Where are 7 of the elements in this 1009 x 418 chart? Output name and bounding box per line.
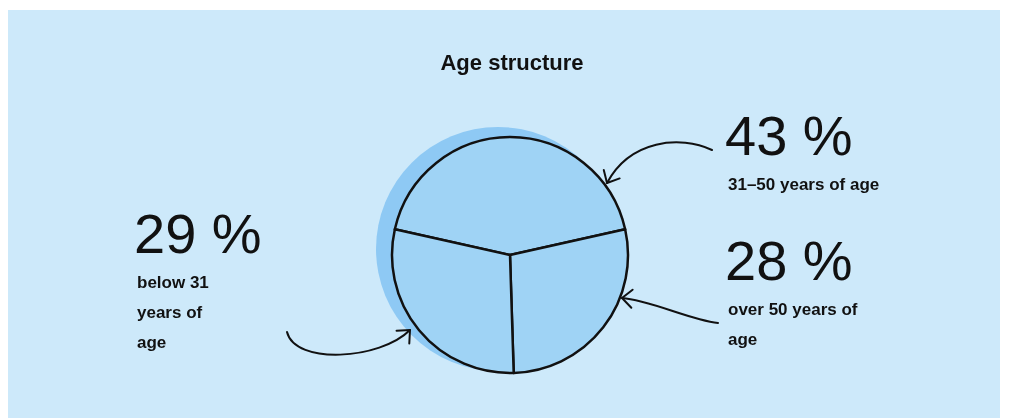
slice-label: below 31 years of age [137, 273, 209, 352]
slice-label: over 50 years of age [728, 300, 858, 349]
slice-label: 31–50 years of age [728, 175, 880, 194]
chart-title: Age structure [440, 50, 584, 75]
data-label: 28 % [725, 229, 853, 292]
data-label: 43 % [725, 104, 853, 167]
data-label: 29 % [134, 202, 262, 265]
